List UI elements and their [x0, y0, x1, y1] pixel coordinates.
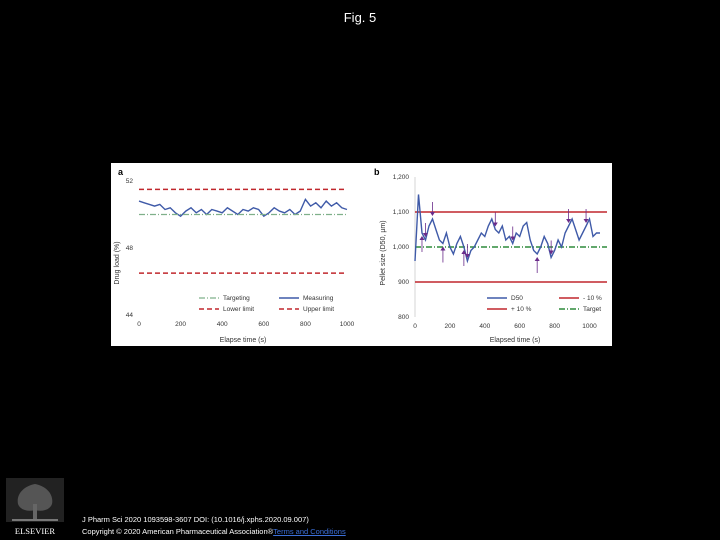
panel-b-xtick: 0 — [413, 323, 417, 330]
panel-a-label: a — [118, 167, 124, 177]
figure-panel: a Drug load (%) Elapse time (s) 0 200 400 6… — [111, 163, 612, 346]
panel-a-ytick: 44 — [126, 312, 134, 319]
panel-b-ylabel: Pellet size (D50, µm) — [380, 220, 387, 285]
panel-b-arrow-down-head — [464, 254, 470, 258]
panel-a-legend-label: Measuring — [303, 295, 334, 302]
panel-a: a Drug load (%) Elapse time (s) 0 200 400 6… — [114, 167, 355, 344]
panel-a-xtick: 400 — [217, 321, 228, 328]
panel-b-arrow-down-head — [422, 233, 428, 237]
panel-b-xtick: 600 — [514, 323, 525, 330]
copyright-text: Copyright © 2020 American Pharmaceutical… — [82, 527, 274, 536]
panel-a-xtick: 1000 — [340, 321, 355, 328]
panel-b-arrow-down-head — [583, 219, 589, 223]
panel-a-xtick: 200 — [175, 321, 186, 328]
panel-b-legend-label: - 10 % — [583, 295, 602, 302]
panel-a-legend-label: Targeting — [223, 295, 250, 302]
panel-a-legend-label: Lower limit — [223, 306, 254, 313]
panel-b-series-d50 — [414, 194, 600, 264]
elsevier-logo: ELSEVIER — [6, 478, 64, 536]
panel-b-arrow-up-head — [440, 246, 446, 251]
panel-b-legend-label: D50 — [511, 295, 523, 302]
citation-text: J Pharm Sci 2020 1093598-3607 DOI: (10.1… — [82, 515, 309, 524]
footer: J Pharm Sci 2020 1093598-3607 DOI: (10.1… — [82, 514, 346, 538]
panel-a-series-measuring — [138, 198, 348, 218]
panel-a-ytick: 52 — [126, 178, 134, 185]
panel-a-xtick: 800 — [300, 321, 311, 328]
panel-b: b Pellet size (D50, µm) Elapsed time (s)… — [374, 167, 607, 344]
panel-a-ylabel: Drug load (%) — [114, 241, 121, 284]
panel-b-ytick: 1,100 — [393, 209, 410, 216]
panel-b-xtick: 400 — [479, 323, 490, 330]
panel-b-arrow-up-head — [534, 257, 540, 261]
chart-svg: a Drug load (%) Elapse time (s) 0 200 400 6… — [114, 167, 607, 344]
panel-b-legend-label: Target — [583, 306, 601, 313]
panel-a-xtick: 600 — [258, 321, 269, 328]
panel-b-xlabel: Elapsed time (s) — [490, 337, 541, 344]
panel-a-ytick: 48 — [126, 245, 134, 252]
terms-link[interactable]: Terms and Conditions — [273, 527, 346, 536]
panel-b-arrow-down-head — [566, 219, 572, 223]
panel-a-xtick: 0 — [137, 321, 141, 328]
panel-b-xtick: 1000 — [582, 323, 597, 330]
panel-a-legend-label: Upper limit — [303, 306, 334, 313]
panel-b-arrow-down-head — [548, 250, 554, 255]
panel-b-arrow-down-head — [429, 212, 435, 216]
panel-b-legend-label: + 10 % — [511, 306, 532, 313]
panel-b-arrow-down-head — [492, 222, 498, 227]
panel-a-xlabel: Elapse time (s) — [220, 337, 267, 344]
panel-b-ytick: 800 — [398, 314, 409, 321]
panel-b-arrow-up-head — [419, 236, 425, 240]
panel-b-ytick: 900 — [398, 279, 409, 286]
panel-b-arrow-up-head — [461, 250, 467, 254]
panel-b-arrow-down-head — [510, 236, 516, 241]
panel-b-label: b — [374, 167, 380, 177]
panel-b-xtick: 200 — [444, 323, 455, 330]
panel-b-ytick: 1,000 — [393, 244, 410, 251]
panel-b-xtick: 800 — [549, 323, 560, 330]
publisher-name: ELSEVIER — [15, 526, 55, 536]
panel-b-ytick: 1,200 — [393, 174, 410, 181]
copyright-line: Copyright © 2020 American Pharmaceutical… — [82, 526, 346, 538]
figure-title: Fig. 5 — [343, 10, 377, 25]
